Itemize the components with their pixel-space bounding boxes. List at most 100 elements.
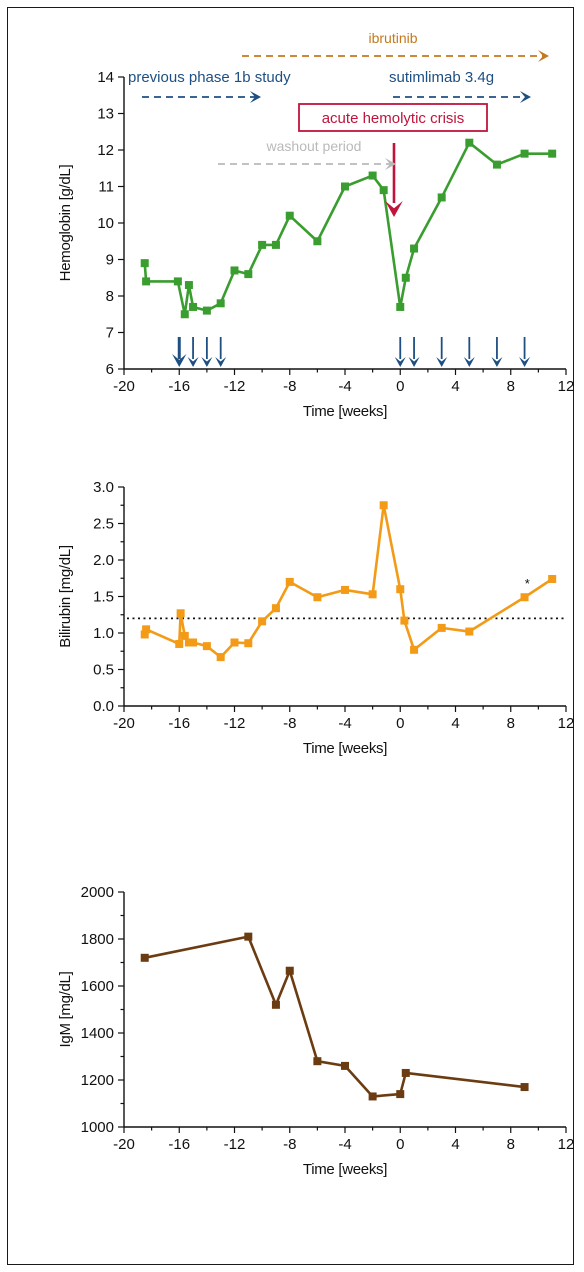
hemoglobin-panel: -20 -16 -12 -8 -4 0 4 8 12 6 7 8 9 10 11 12 13 14 Time [we… (57, 30, 574, 420)
data-point (285, 577, 294, 586)
data-point (142, 277, 151, 286)
data-point (437, 193, 446, 202)
dose-arrow-previous-head (187, 357, 199, 367)
series-line (143, 503, 553, 659)
y-tick-label: 9 (106, 252, 114, 269)
data-point (396, 1090, 405, 1099)
dose-arrow-previous-head (201, 357, 213, 367)
x-tick-label: 8 (507, 1136, 515, 1153)
washout-arrow (218, 157, 396, 171)
data-point (401, 273, 410, 282)
data-point (244, 270, 253, 279)
y-tick-label: 1200 (81, 1072, 114, 1089)
data-point (465, 138, 474, 147)
y-axis-label: Bilirubin [mg/dL] (57, 545, 74, 648)
data-point (216, 299, 225, 308)
data-point (244, 932, 253, 941)
ibrutinib-label: ibrutinib (368, 30, 417, 46)
data-point (437, 623, 446, 632)
ibrutinib-arrow-head (538, 49, 549, 63)
data-point (230, 266, 239, 275)
y-tick-label: 1000 (81, 1119, 114, 1136)
dose-arrow-sutimlimab-head (394, 357, 406, 367)
x-tick-label: -20 (113, 1136, 135, 1153)
figure-frame (7, 7, 574, 1265)
data-point (202, 642, 211, 651)
previous-study-label: previous phase 1b study (128, 69, 291, 86)
data-point (520, 593, 529, 602)
data-point (410, 244, 419, 253)
ibrutinib-arrow (242, 49, 549, 63)
data-point (142, 625, 151, 634)
x-axis-label: Time [weeks] (303, 740, 387, 757)
y-tick-label: 1.0 (93, 625, 114, 642)
y-tick-label: 1800 (81, 931, 114, 948)
x-tick-label: 0 (396, 1136, 404, 1153)
crisis-box (298, 103, 488, 132)
dose-arrow-sutimlimab-head (519, 357, 531, 367)
x-tick-label: -16 (168, 715, 190, 732)
data-point (313, 593, 322, 602)
dose-arrow-sutimlimab-head (491, 357, 503, 367)
x-tick-label: -8 (283, 715, 296, 732)
data-point (313, 1057, 322, 1066)
data-point (548, 149, 557, 158)
data-point (368, 171, 377, 180)
data-point (202, 306, 211, 315)
y-tick-label: 0.5 (93, 662, 114, 679)
data-point (465, 627, 474, 636)
data-point (173, 277, 182, 286)
sutimlimab-arrow-head (520, 90, 531, 104)
data-point (396, 585, 405, 594)
y-tick-label: 12 (97, 142, 114, 159)
y-tick-label: 3.0 (93, 479, 114, 496)
data-point (341, 182, 349, 191)
x-tick-label: -12 (224, 715, 246, 732)
data-point (285, 211, 294, 220)
y-tick-label: 1600 (81, 978, 114, 995)
x-tick-label: 8 (507, 715, 515, 732)
x-tick-label: -20 (113, 715, 135, 732)
data-point (230, 638, 239, 647)
dose-arrow-previous-head (215, 357, 227, 367)
previous-study-arrow (142, 90, 261, 104)
x-axis-label: Time [weeks] (303, 403, 387, 420)
data-point (401, 1068, 410, 1077)
y-tick-label: 11 (98, 179, 114, 196)
x-tick-label: 12 (558, 715, 575, 732)
series-line (144, 935, 525, 1098)
data-point (271, 1000, 280, 1009)
x-axis-label: Time [weeks] (303, 1161, 387, 1178)
data-point (271, 604, 280, 613)
dose-arrow-sutimlimab-head (436, 357, 448, 367)
data-point (548, 574, 557, 583)
x-tick-label: 4 (451, 378, 459, 395)
sutimlimab-label: sutimlimab 3.4g (389, 69, 494, 86)
washout-label: washout period (266, 138, 362, 154)
data-point (175, 639, 184, 648)
data-point (258, 240, 267, 249)
data-point (189, 638, 198, 647)
x-tick-label: 0 (396, 378, 404, 395)
data-point (368, 1092, 377, 1101)
x-tick-label: -8 (283, 378, 296, 395)
data-point (244, 639, 253, 648)
x-tick-label: -20 (113, 378, 135, 395)
dose-arrow-sutimlimab-head (408, 357, 420, 367)
y-tick-label: 14 (97, 69, 114, 86)
data-point (379, 501, 388, 510)
data-point (396, 302, 405, 311)
sutimlimab-arrow (393, 90, 531, 104)
crisis-label: acute hemolytic crisis (322, 110, 465, 127)
significance-asterisk: * (525, 576, 530, 591)
data-point (520, 1083, 529, 1092)
data-point (400, 616, 409, 625)
x-tick-label: -12 (224, 1136, 246, 1153)
y-tick-label: 10 (97, 215, 114, 232)
y-tick-label: 8 (106, 288, 114, 305)
x-tick-label: -16 (168, 1136, 190, 1153)
data-point (492, 160, 501, 169)
data-point (180, 310, 189, 319)
data-point (216, 653, 225, 662)
data-point (184, 281, 193, 290)
